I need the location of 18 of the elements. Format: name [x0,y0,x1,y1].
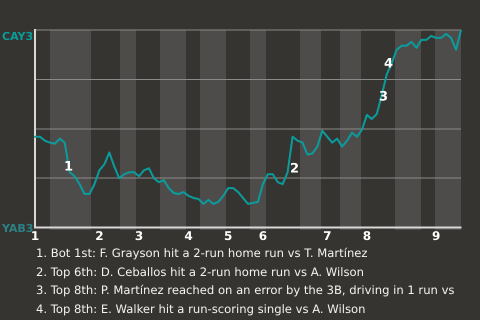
x-tick-label: 5 [224,228,232,243]
x-tick-label: 2 [95,228,104,243]
annotation: 2 [290,161,300,176]
text: 1. Bot 1st: F. Grayson hit a 2-run home run vs T. Martínez [36,245,369,262]
x-tick-label: 6 [258,228,268,243]
text: 2. Top 6th: D. Ceballos hit a 2-run home run vs A. Wilson [36,264,365,280]
annotation: 4 [384,56,394,72]
x-tick-label: 8 [362,228,372,243]
x-tick-label: 9 [432,228,440,243]
x-tick-label: 4 [184,228,193,243]
text: CAY3 [2,30,34,43]
x-tick-label: 7 [323,228,332,243]
text: 4. Top 8th: E. Walker hit a run-scoring single vs A. Wilson [36,300,366,318]
annotation: 3 [379,89,388,104]
text: YAB3 [2,222,34,235]
annotation: 1 [64,159,74,174]
x-tick-label: 3 [134,228,144,243]
text: 3. Top 8th: P. Martínez reached on an error by the 3B, driving in 1 run vs [36,282,454,299]
